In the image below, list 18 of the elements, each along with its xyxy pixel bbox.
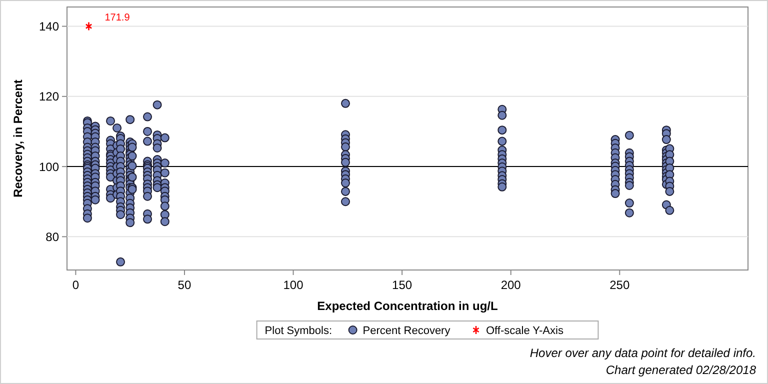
y-tick-label: 140	[38, 19, 60, 34]
x-tick-label: 50	[178, 278, 192, 292]
legend-title: Plot Symbols:	[264, 325, 332, 337]
y-tick-label: 80	[46, 230, 60, 244]
y-tick-label: 100	[38, 160, 60, 174]
x-tick-label: 250	[610, 278, 630, 292]
text: Chart generated 02/28/2018	[606, 363, 756, 377]
y-axis-title: Recovery, in Percent	[11, 80, 25, 198]
x-tick-label: 100	[283, 278, 304, 292]
x-tick-label: 0	[72, 278, 80, 292]
legend-label: Off-scale Y-Axis	[486, 325, 564, 337]
y-tick-label: 120	[38, 90, 60, 104]
annotation: 171.9	[104, 12, 130, 24]
legend-label: Percent Recovery	[362, 325, 451, 337]
x-tick-label: 150	[392, 278, 412, 292]
x-axis-title: Expected Concentration in ug/L	[317, 299, 498, 313]
x-tick-label: 200	[500, 278, 522, 292]
text: Hover over any data point for detailed info.	[530, 346, 756, 360]
